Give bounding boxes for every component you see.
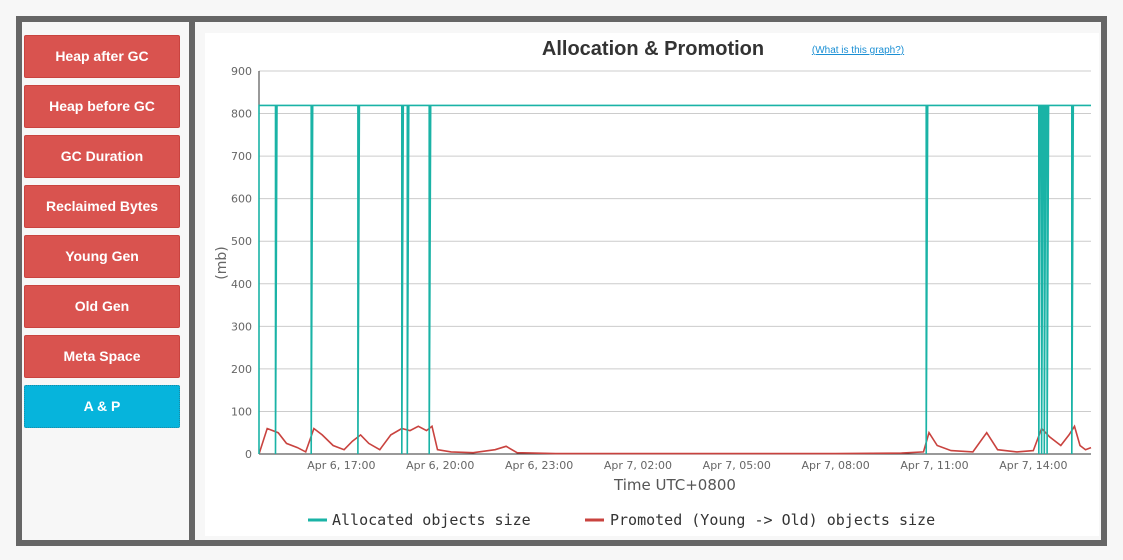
- nav-young-gen-button[interactable]: Young Gen: [24, 235, 180, 278]
- nav-heap-before-gc-button[interactable]: Heap before GC: [24, 85, 180, 128]
- y-tick-label: 300: [231, 320, 252, 333]
- nav-reclaimed-bytes-button[interactable]: Reclaimed Bytes: [24, 185, 180, 228]
- x-axis-label: Time UTC+0800: [613, 476, 736, 494]
- legend: Allocated objects size Promoted (Young -…: [308, 511, 935, 529]
- allocated-series-line: [258, 104, 1091, 455]
- legend-label-allocated[interactable]: Allocated objects size: [332, 511, 531, 529]
- nav-allocation-promotion-button[interactable]: A & P: [24, 385, 180, 428]
- x-tick-label: Apr 7, 11:00: [900, 459, 968, 472]
- x-tick-label: Apr 6, 23:00: [505, 459, 573, 472]
- y-tick-label: 900: [231, 65, 252, 78]
- sidebar: Heap after GC Heap before GC GC Duration…: [24, 35, 180, 435]
- y-tick-label: 100: [231, 405, 252, 418]
- nav-old-gen-button[interactable]: Old Gen: [24, 285, 180, 328]
- x-tick-label: Apr 6, 17:00: [307, 459, 375, 472]
- legend-label-promoted[interactable]: Promoted (Young -> Old) objects size: [610, 511, 935, 529]
- y-tick-label: 700: [231, 150, 252, 163]
- panel-divider: [189, 16, 195, 546]
- y-axis-label: (mb): [214, 246, 230, 279]
- nav-heap-after-gc-button[interactable]: Heap after GC: [24, 35, 180, 78]
- chart-panel: Allocation & Promotion (What is this gra…: [205, 33, 1099, 536]
- x-tick-label: Apr 7, 14:00: [999, 459, 1067, 472]
- nav-meta-space-button[interactable]: Meta Space: [24, 335, 180, 378]
- nav-gc-duration-button[interactable]: GC Duration: [24, 135, 180, 178]
- y-tick-label: 0: [245, 448, 252, 461]
- x-tick-label: Apr 7, 08:00: [802, 459, 870, 472]
- x-tick-label: Apr 6, 20:00: [406, 459, 474, 472]
- y-tick-label: 400: [231, 278, 252, 291]
- y-tick-label: 500: [231, 235, 252, 248]
- y-tick-label: 600: [231, 193, 252, 206]
- y-tick-label: 200: [231, 363, 252, 376]
- grid-lines: [259, 70, 1091, 455]
- promoted-series-line: [258, 424, 1092, 455]
- chart-svg: Allocation & Promotion (What is this gra…: [214, 38, 1092, 529]
- chart-title: Allocation & Promotion: [542, 38, 764, 60]
- help-link[interactable]: (What is this graph?): [812, 45, 904, 56]
- y-tick-labels: 0 100 200 300 400 500 600 700 800 900: [231, 65, 252, 461]
- x-tick-label: Apr 7, 05:00: [703, 459, 771, 472]
- x-tick-labels: Apr 6, 17:00 Apr 6, 20:00 Apr 6, 23:00 Apr …: [307, 459, 1067, 472]
- y-tick-label: 800: [231, 108, 252, 121]
- x-tick-label: Apr 7, 02:00: [604, 459, 672, 472]
